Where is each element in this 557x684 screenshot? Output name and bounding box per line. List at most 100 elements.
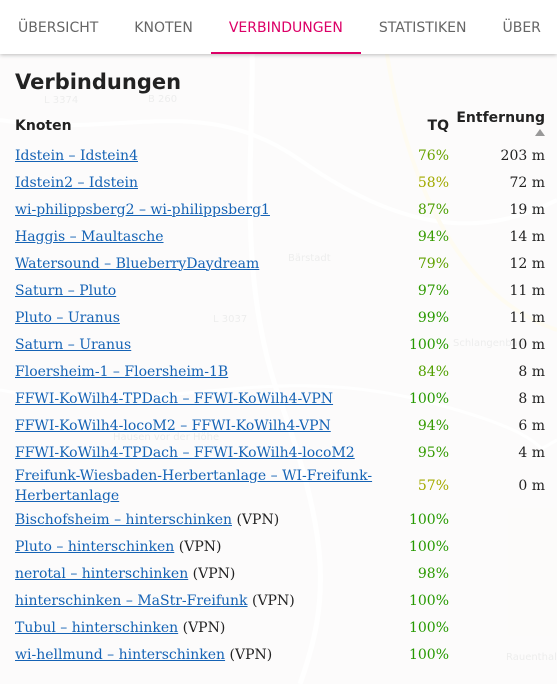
- tab[interactable]: KNOTEN: [134, 20, 193, 36]
- table-row: FFWI-KoWilh4-locoM2 – FFWI-KoWilh4-VPN 94…: [15, 412, 545, 439]
- table-row: Floersheim-1 – Floersheim-1B 84% 8 m: [15, 358, 545, 385]
- node-cell: wi-hellmund – hinterschinken (VPN): [15, 641, 399, 668]
- tq-cell: 100%: [408, 511, 449, 528]
- node-cell: Freifunk-Wiesbaden-Herbertanlage – WI-Fr…: [15, 466, 399, 506]
- table-row: Pluto – hinterschinken (VPN) 100%: [15, 533, 545, 560]
- table-row: hinterschinken – MaStr-Freifunk (VPN) 100…: [15, 587, 545, 614]
- distance-cell: [449, 506, 545, 533]
- node-cell: Saturn – Uranus: [15, 331, 399, 358]
- link[interactable]: Watersound – BlueberryDaydream: [15, 255, 260, 272]
- table-row: Pluto – Uranus 99% 11 m: [15, 304, 545, 331]
- sort-arrow: [535, 129, 545, 136]
- distance-cell: 14 m: [509, 228, 545, 245]
- tab[interactable]: ÜBERSICHT: [18, 20, 99, 36]
- distance-cell: [449, 560, 545, 587]
- tq-cell: 94%: [417, 228, 449, 245]
- distance-cell: [449, 641, 545, 668]
- vpn-suffix: (VPN): [229, 646, 273, 663]
- tq-cell: 100%: [408, 336, 449, 353]
- distance-cell: 4 m: [518, 444, 545, 461]
- vpn-suffix: (VPN): [251, 592, 295, 609]
- header-row: Knoten TQ Entfernung: [15, 110, 545, 142]
- tab[interactable]: ÜBER: [502, 20, 541, 36]
- table-row: Tubul – hinterschinken (VPN) 100%: [15, 614, 545, 641]
- tab[interactable]: STATISTIKEN: [378, 20, 467, 36]
- node-cell: FFWI-KoWilh4-TPDach – FFWI-KoWilh4-locoM…: [15, 439, 399, 466]
- sidebar-overlay: [0, 54, 557, 684]
- tq-cell: 100%: [408, 538, 449, 555]
- link[interactable]: Floersheim-1 – Floersheim-1B: [15, 363, 229, 380]
- link[interactable]: Pluto – hinterschinken: [15, 538, 175, 555]
- tq-cell: 57%: [417, 478, 449, 494]
- table-row: Idstein – Idstein4 76% 203 m: [15, 142, 545, 169]
- links-table: Knoten TQ Entfernung Idstein – Idstein4 7…: [15, 110, 545, 668]
- distance-cell: 0 m: [518, 478, 545, 494]
- table-body: Idstein – Idstein4 76% 203 m Idstein2 – Ids…: [15, 142, 545, 668]
- tq-cell: 76%: [417, 147, 449, 164]
- link[interactable]: Haggis – Maultasche: [15, 228, 164, 245]
- node-cell: Bischofsheim – hinterschinken (VPN): [15, 506, 399, 533]
- node-cell: Idstein2 – Idstein: [15, 169, 399, 196]
- node-cell: hinterschinken – MaStr-Freifunk (VPN): [15, 587, 399, 614]
- tq-cell: 87%: [417, 201, 449, 218]
- table-row: Idstein2 – Idstein 58% 72 m: [15, 169, 545, 196]
- tq-cell: 58%: [417, 174, 449, 191]
- table-row: Freifunk-Wiesbaden-Herbertanlage – WI-Fr…: [15, 466, 545, 506]
- link[interactable]: FFWI-KoWilh4-TPDach – FFWI-KoWilh4-VPN: [15, 390, 334, 407]
- vpn-suffix: (VPN): [182, 619, 226, 636]
- tq-cell: 84%: [417, 363, 449, 380]
- link[interactable]: Saturn – Pluto: [15, 282, 117, 299]
- table-row: Bischofsheim – hinterschinken (VPN) 100%: [15, 506, 545, 533]
- table-row: Saturn – Pluto 97% 11 m: [15, 277, 545, 304]
- node-cell: Idstein – Idstein4: [15, 142, 399, 169]
- distance-cell: 8 m: [518, 363, 545, 380]
- link[interactable]: FFWI-KoWilh4-locoM2 – FFWI-KoWilh4-VPN: [15, 417, 331, 434]
- link[interactable]: hinterschinken – MaStr-Freifunk: [15, 592, 248, 609]
- tq-cell: 97%: [417, 282, 449, 299]
- node-cell: Pluto – Uranus: [15, 304, 399, 331]
- link[interactable]: Idstein – Idstein4: [15, 147, 138, 164]
- node-cell: nerotal – hinterschinken (VPN): [15, 560, 399, 587]
- distance-cell: 11 m: [509, 309, 545, 326]
- link[interactable]: Idstein2 – Idstein: [15, 174, 138, 191]
- tq-cell: 100%: [408, 646, 449, 663]
- node-cell: FFWI-KoWilh4-locoM2 – FFWI-KoWilh4-VPN: [15, 412, 399, 439]
- distance-cell: [449, 587, 545, 614]
- link[interactable]: FFWI-KoWilh4-TPDach – FFWI-KoWilh4-locoM…: [15, 444, 355, 461]
- tq-cell: 100%: [408, 619, 449, 636]
- link[interactable]: Bischofsheim – hinterschinken: [15, 511, 232, 528]
- table-row: FFWI-KoWilh4-TPDach – FFWI-KoWilh4-VPN 10…: [15, 385, 545, 412]
- distance-cell: 203 m: [500, 147, 545, 164]
- table-row: Haggis – Maultasche 94% 14 m: [15, 223, 545, 250]
- link[interactable]: Pluto – Uranus: [15, 309, 120, 326]
- tq-cell: 79%: [417, 255, 449, 272]
- vpn-suffix: (VPN): [192, 565, 236, 582]
- header-nodes[interactable]: Knoten: [15, 118, 72, 134]
- node-cell: Haggis – Maultasche: [15, 223, 399, 250]
- heading: Verbindungen: [15, 70, 182, 94]
- node-cell: Watersound – BlueberryDaydream: [15, 250, 399, 277]
- tab-bar: ÜBERSICHT KNOTEN VERBINDUNGEN STATISTIKEN ÜB…: [0, 0, 557, 54]
- tab[interactable]: VERBINDUNGEN: [210, 0, 361, 54]
- tq-cell: 98%: [417, 565, 449, 582]
- header-tq[interactable]: TQ: [427, 118, 449, 134]
- link[interactable]: wi-philippsberg2 – wi-philippsberg1: [15, 201, 270, 218]
- tq-cell: 94%: [417, 417, 449, 434]
- link[interactable]: nerotal – hinterschinken: [15, 565, 189, 582]
- distance-cell: 72 m: [509, 174, 545, 191]
- table-row: Saturn – Uranus 100% 10 m: [15, 331, 545, 358]
- vpn-suffix: (VPN): [236, 511, 280, 528]
- node-cell: Tubul – hinterschinken (VPN): [15, 614, 399, 641]
- tq-cell: 100%: [408, 390, 449, 407]
- content: Verbindungen Knoten TQ Entfernung Idstei…: [15, 64, 545, 668]
- header-distance[interactable]: Entfernung: [449, 110, 545, 142]
- tq-cell: 99%: [417, 309, 449, 326]
- link[interactable]: wi-hellmund – hinterschinken: [15, 646, 226, 663]
- header-distance-label: Entfernung: [456, 110, 545, 126]
- link[interactable]: Freifunk-Wiesbaden-Herbertanlage – WI-Fr…: [15, 468, 373, 504]
- distance-cell: 6 m: [518, 417, 545, 434]
- link[interactable]: Saturn – Uranus: [15, 336, 132, 353]
- node-cell: Pluto – hinterschinken (VPN): [15, 533, 399, 560]
- link[interactable]: Tubul – hinterschinken: [15, 619, 179, 636]
